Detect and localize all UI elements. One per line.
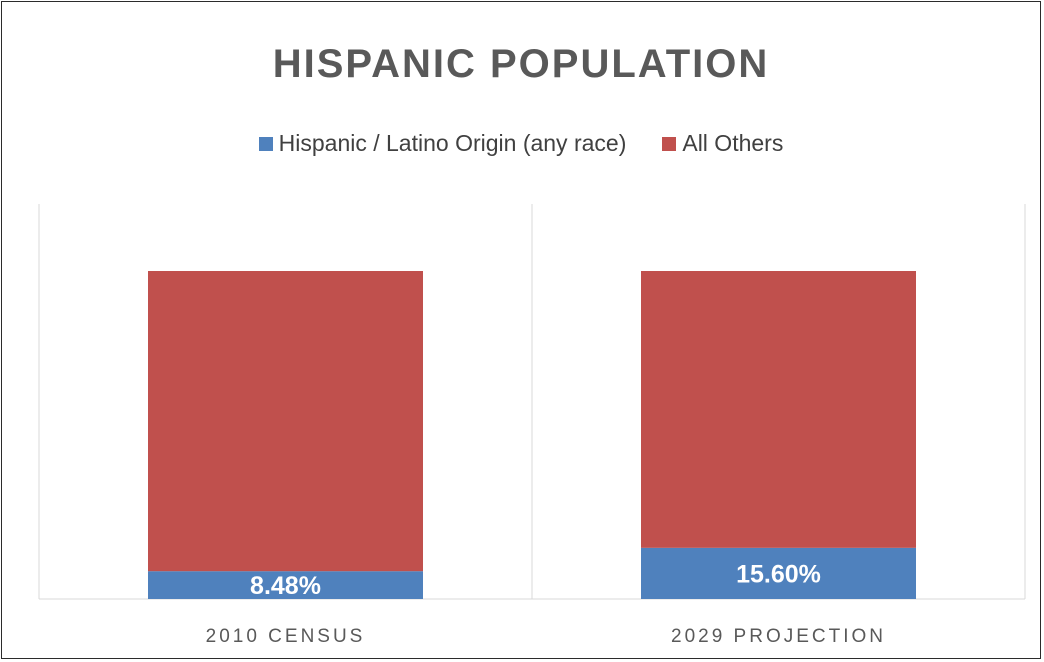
x-tick-label-0: 2010 CENSUS (206, 626, 366, 647)
x-tick-label-1: 2029 PROJECTION (671, 626, 886, 647)
legend-item-hispanic: Hispanic / Latino Origin (any race) (258, 130, 627, 157)
bar-hispanic-0 (148, 571, 423, 599)
bar-hispanic-1 (641, 547, 916, 599)
chart-title: HISPANIC POPULATION (272, 42, 770, 86)
data-label-0: 8.48% (250, 572, 321, 600)
bar-all-others-0 (148, 271, 423, 572)
legend-item-all-others: All Others (662, 130, 783, 157)
chart-legend: Hispanic / Latino Origin (any race) All … (2, 130, 1040, 157)
bar-all-others-1 (641, 271, 916, 548)
legend-swatch-hispanic (258, 136, 273, 151)
legend-label-all-others: All Others (682, 130, 784, 156)
legend-swatch-all-others (662, 136, 677, 151)
legend-label-hispanic: Hispanic / Latino Origin (any race) (278, 130, 627, 156)
data-label-1: 15.60% (736, 560, 821, 588)
